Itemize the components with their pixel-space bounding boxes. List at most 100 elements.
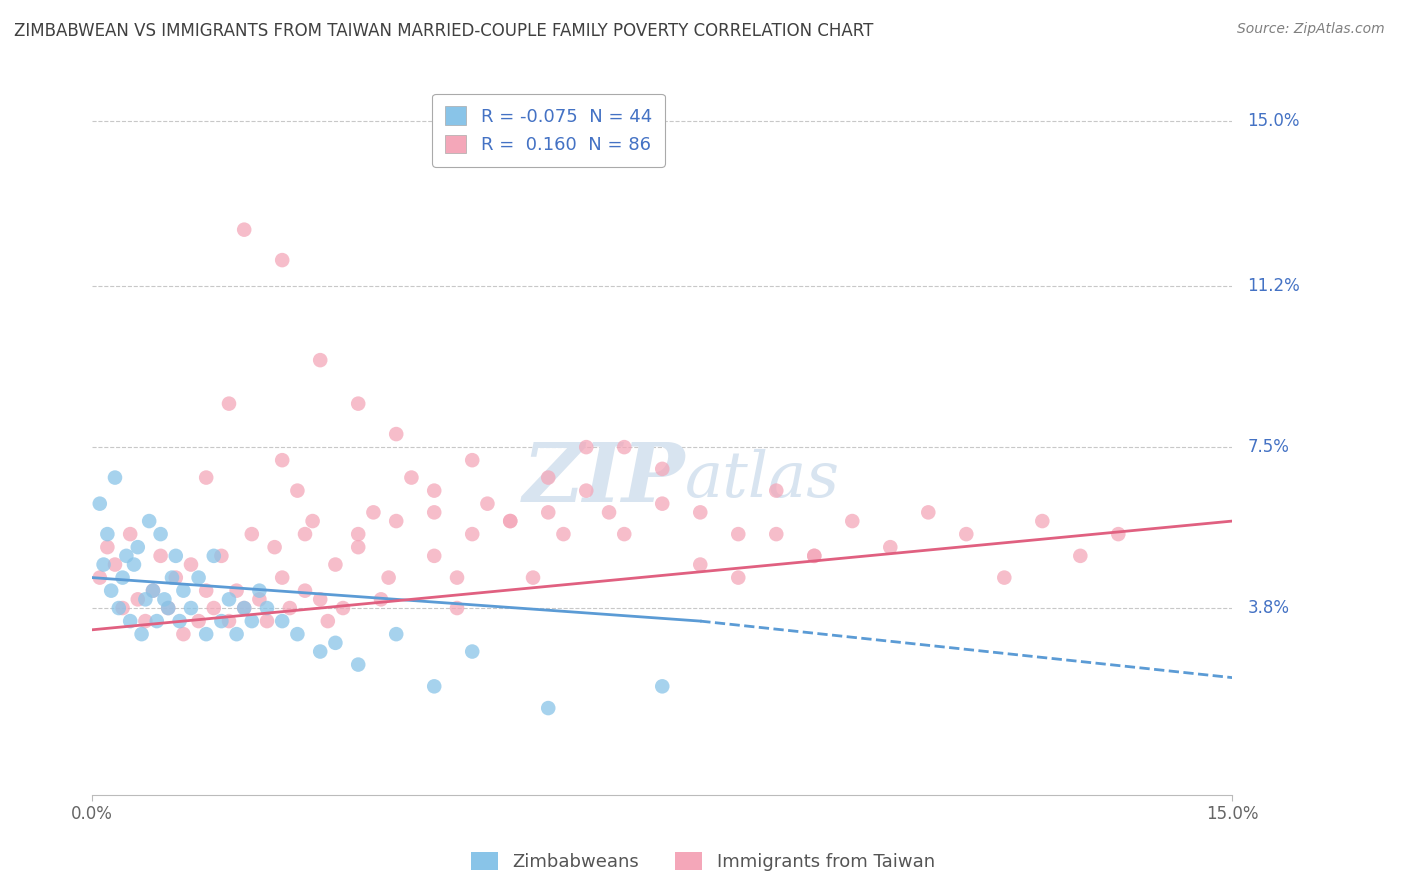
- Point: [153, 592, 176, 607]
- Point: [149, 549, 172, 563]
- Point: [377, 571, 399, 585]
- Point: [225, 583, 247, 598]
- Point: [765, 483, 787, 498]
- Point: [187, 571, 209, 585]
- Point: [134, 592, 156, 607]
- Point: [727, 527, 749, 541]
- Point: [613, 440, 636, 454]
- Point: [477, 497, 499, 511]
- Point: [115, 549, 138, 563]
- Point: [195, 583, 218, 598]
- Point: [218, 614, 240, 628]
- Point: [233, 601, 256, 615]
- Point: [575, 440, 598, 454]
- Point: [120, 614, 142, 628]
- Point: [165, 549, 187, 563]
- Text: 7.5%: 7.5%: [1247, 438, 1289, 456]
- Point: [287, 483, 309, 498]
- Point: [96, 540, 118, 554]
- Point: [651, 497, 673, 511]
- Point: [89, 571, 111, 585]
- Point: [347, 540, 370, 554]
- Point: [522, 571, 544, 585]
- Point: [89, 497, 111, 511]
- Point: [127, 540, 149, 554]
- Point: [803, 549, 825, 563]
- Text: 11.2%: 11.2%: [1247, 277, 1301, 295]
- Point: [271, 614, 294, 628]
- Point: [271, 571, 294, 585]
- Point: [278, 601, 301, 615]
- Point: [233, 222, 256, 236]
- Point: [461, 644, 484, 658]
- Point: [316, 614, 339, 628]
- Point: [100, 583, 122, 598]
- Point: [160, 571, 183, 585]
- Text: ZIP: ZIP: [523, 439, 685, 519]
- Point: [423, 549, 446, 563]
- Point: [575, 483, 598, 498]
- Point: [332, 601, 354, 615]
- Point: [256, 601, 278, 615]
- Point: [165, 571, 187, 585]
- Point: [180, 558, 202, 572]
- Point: [202, 549, 225, 563]
- Point: [993, 571, 1015, 585]
- Point: [169, 614, 191, 628]
- Point: [218, 397, 240, 411]
- Point: [247, 592, 270, 607]
- Point: [347, 397, 370, 411]
- Point: [157, 601, 180, 615]
- Point: [1069, 549, 1091, 563]
- Point: [598, 505, 620, 519]
- Point: [370, 592, 392, 607]
- Point: [689, 505, 711, 519]
- Point: [218, 592, 240, 607]
- Point: [841, 514, 863, 528]
- Point: [499, 514, 522, 528]
- Point: [287, 627, 309, 641]
- Point: [917, 505, 939, 519]
- Point: [157, 601, 180, 615]
- Point: [122, 558, 145, 572]
- Point: [111, 601, 134, 615]
- Point: [120, 527, 142, 541]
- Point: [727, 571, 749, 585]
- Point: [209, 549, 232, 563]
- Point: [385, 627, 408, 641]
- Point: [401, 470, 423, 484]
- Point: [347, 527, 370, 541]
- Point: [651, 462, 673, 476]
- Point: [138, 514, 160, 528]
- Point: [309, 644, 332, 658]
- Point: [104, 558, 127, 572]
- Point: [309, 353, 332, 368]
- Text: ZIMBABWEAN VS IMMIGRANTS FROM TAIWAN MARRIED-COUPLE FAMILY POVERTY CORRELATION C: ZIMBABWEAN VS IMMIGRANTS FROM TAIWAN MAR…: [14, 22, 873, 40]
- Point: [423, 679, 446, 693]
- Point: [423, 505, 446, 519]
- Text: 15.0%: 15.0%: [1247, 112, 1301, 130]
- Point: [537, 505, 560, 519]
- Point: [553, 527, 575, 541]
- Point: [294, 527, 316, 541]
- Point: [172, 627, 194, 641]
- Point: [131, 627, 153, 641]
- Point: [96, 527, 118, 541]
- Text: 3.8%: 3.8%: [1247, 599, 1289, 617]
- Point: [446, 601, 468, 615]
- Point: [537, 701, 560, 715]
- Point: [134, 614, 156, 628]
- Point: [271, 453, 294, 467]
- Point: [195, 627, 218, 641]
- Point: [325, 636, 347, 650]
- Point: [301, 514, 323, 528]
- Point: [104, 470, 127, 484]
- Point: [347, 657, 370, 672]
- Point: [613, 527, 636, 541]
- Point: [423, 483, 446, 498]
- Point: [127, 592, 149, 607]
- Point: [93, 558, 115, 572]
- Point: [271, 253, 294, 268]
- Point: [1031, 514, 1053, 528]
- Point: [202, 601, 225, 615]
